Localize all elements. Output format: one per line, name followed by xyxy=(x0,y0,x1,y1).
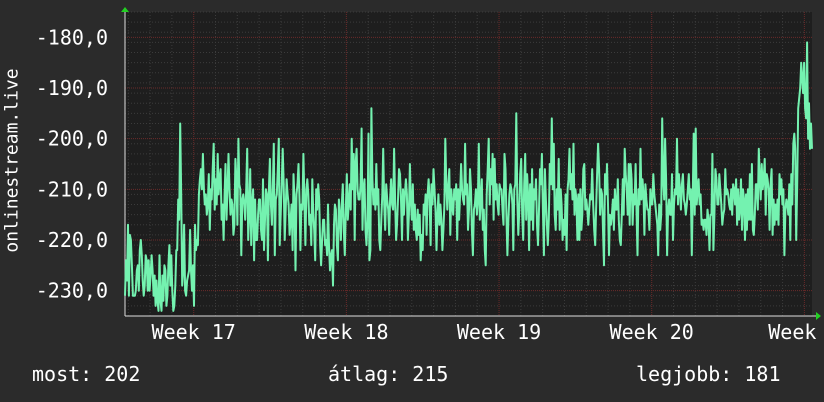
y-tick-label: -220,0 xyxy=(36,228,108,252)
y-tick-label: -190,0 xyxy=(36,76,108,100)
y-tick-label: -230,0 xyxy=(36,279,108,303)
series-line xyxy=(124,41,813,312)
x-tick-label: Week 20 xyxy=(610,320,694,344)
x-tick-label: Week 17 xyxy=(152,320,236,344)
x-tick-label: Week 1 xyxy=(768,320,824,344)
y-tick-label: -210,0 xyxy=(36,177,108,201)
stat-average: átlag: 215 xyxy=(328,362,449,386)
y-tick-label: -180,0 xyxy=(36,25,108,49)
stat-best: legjobb: 181 xyxy=(636,362,781,386)
x-tick-label: Week 18 xyxy=(304,320,388,344)
y-tick-label: -200,0 xyxy=(36,127,108,151)
x-axis-arrow xyxy=(816,312,821,320)
y-axis-label: onlinestream.live xyxy=(1,67,23,253)
stat-current: most: 202 xyxy=(32,362,141,386)
y-axis-arrow xyxy=(121,7,129,12)
x-tick-label: Week 19 xyxy=(457,320,541,344)
y-axis-label-container: onlinestream.live xyxy=(0,40,24,280)
